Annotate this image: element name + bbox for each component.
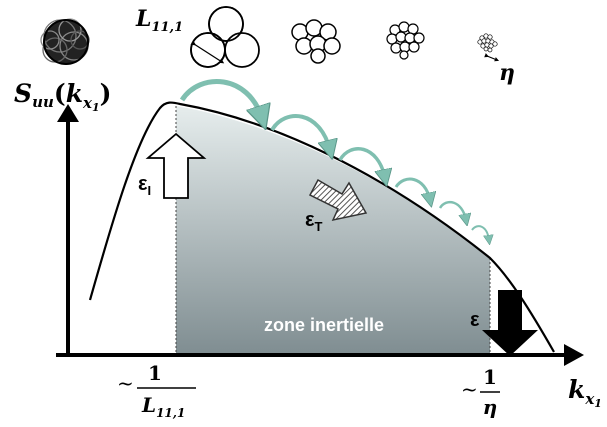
eddy-medium-cluster [291,19,341,64]
eddy-tiny-cluster [477,33,498,53]
cascade-arrows [179,78,489,240]
integral-scale-marker [190,40,225,64]
x-axis-label: kx1 [568,375,602,410]
cascade-arrow-1 [179,78,262,118]
x-axis-arrowhead [564,344,584,366]
eddy-small-cluster [386,21,425,60]
integral-scale-label: L11,1 [135,6,183,35]
spectrum-curve [88,101,555,353]
inertial-zone-shading [176,106,490,355]
tick-label-integral: ~ 1 L11,1 [117,361,196,420]
cascade-arrow-6 [471,225,489,240]
epsilon-transfer-label: εT [305,209,323,234]
kolmogorov-label: η [499,60,515,86]
svg-text:1: 1 [148,361,162,385]
epsilon-injection-label: εI [138,173,151,198]
cascade-arrow-4 [394,177,430,200]
eddy-large-tangle [40,18,90,65]
svg-text:L11,1: L11,1 [141,393,185,420]
cascade-arrow-5 [438,200,466,220]
kolmogorov-scale-marker [484,53,500,62]
cascade-arrow-2 [270,114,330,150]
y-axis-label: Suu(kx1) [14,79,112,114]
transfer-arrow [308,178,368,222]
eddy-three-circles [190,6,260,68]
svg-text:1: 1 [483,365,497,389]
svg-text:~: ~ [461,377,478,401]
injection-arrow [145,132,207,199]
inertial-zone-label: zone inertielle [264,315,384,335]
y-axis-arrowhead [57,104,79,122]
tick-label-kolmogorov: ~ 1 η [461,365,500,419]
cascade-arrow-3 [338,147,385,178]
svg-text:~: ~ [117,371,134,395]
epsilon-dissipation-label: ε [470,309,480,331]
svg-text:η: η [483,395,498,419]
dissipation-arrow [482,290,538,356]
